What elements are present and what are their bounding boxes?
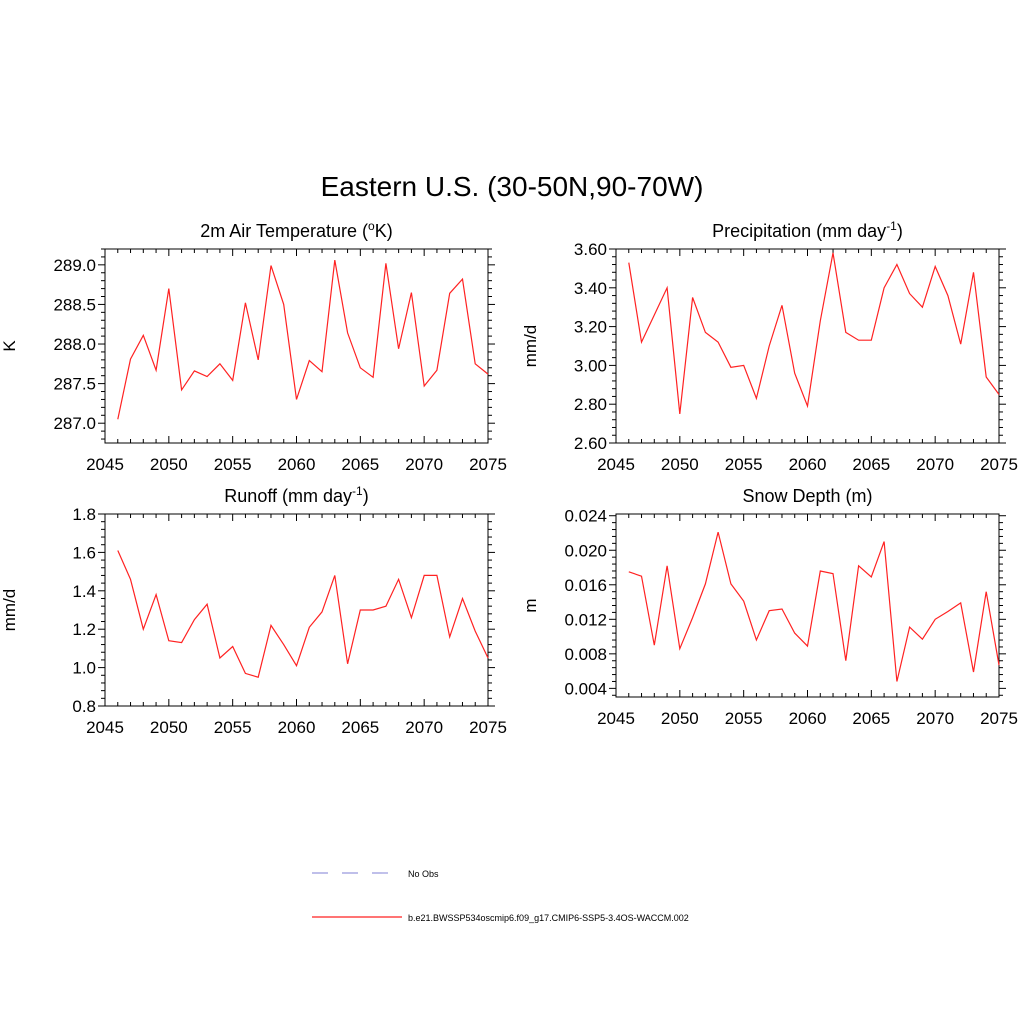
x-tick-label: 2050: [661, 455, 699, 474]
y-tick-label: 0.008: [564, 645, 607, 664]
y-tick-label: 0.024: [564, 507, 607, 526]
y-axis-label: m: [521, 598, 540, 612]
y-tick-label: 3.20: [574, 318, 607, 337]
legend-label-model-run: b.e21.BWSSP534oscmip6.f09_g17.CMIP6-SSP5…: [408, 913, 689, 923]
y-tick-label: 1.4: [72, 582, 96, 601]
panel-title-suffix: ): [897, 221, 903, 241]
x-tick-label: 2075: [469, 718, 507, 737]
x-tick-label: 2065: [852, 709, 890, 728]
y-tick-label: 288.5: [53, 295, 96, 314]
x-tick-label: 2070: [916, 455, 954, 474]
series-line-runoff: [117, 550, 489, 678]
y-tick-label: 0.004: [564, 679, 607, 698]
x-tick-label: 2045: [597, 455, 635, 474]
panel-snow-depth: 2045 2050 2055 2060 2065 2070 2075 0.004 0.008 0.…: [521, 486, 1018, 728]
x-tick-label: 2045: [597, 709, 635, 728]
x-tick-label: 2050: [150, 718, 188, 737]
y-tick-label: 1.8: [72, 505, 96, 524]
panel-title: Snow Depth (m): [742, 486, 872, 506]
panel-title-text: 2m Air Temperature (: [200, 221, 368, 241]
panel-title-text: Snow Depth (m): [742, 486, 872, 506]
series-line-snow-depth: [628, 531, 1000, 682]
y-tick-label: 0.020: [564, 541, 607, 560]
x-tick-label: 2055: [214, 718, 252, 737]
x-tick-label: 2065: [341, 455, 379, 474]
y-tick-label: 289.0: [53, 256, 96, 275]
panel-title-suffix: K): [375, 221, 393, 241]
y-tick-label: 0.012: [564, 610, 607, 629]
y-tick-label: 3.00: [574, 356, 607, 375]
panel-title-text: Precipitation (mm day: [712, 221, 886, 241]
x-tick-label: 2050: [661, 709, 699, 728]
y-tick-label: 0.8: [72, 697, 96, 716]
plot-frame-runoff: [104, 513, 489, 707]
x-tick-label: 2055: [725, 709, 763, 728]
x-tick-label: 2050: [150, 455, 188, 474]
y-tick-label: 287.0: [53, 414, 96, 433]
x-tick-label: 2060: [278, 455, 316, 474]
series-line-air-temperature: [117, 259, 489, 420]
x-tick-label: 2060: [278, 718, 316, 737]
y-axis-label: mm/d: [521, 325, 540, 368]
x-tick-label: 2070: [405, 455, 443, 474]
series-line-precipitation: [628, 252, 1000, 414]
panel-title-superscript: o: [368, 219, 375, 233]
legend-label-no-obs: No Obs: [408, 869, 439, 879]
x-tick-label: 2055: [214, 455, 252, 474]
y-tick-label: 2.60: [574, 434, 607, 453]
plot-frame-air-temperature: [104, 248, 489, 444]
x-tick-label: 2070: [405, 718, 443, 737]
y-tick-label: 1.2: [72, 620, 96, 639]
x-tick-label: 2065: [341, 718, 379, 737]
panel-runoff: 2045 2050 2055 2060 2065 2070 2075 0.8 1.0 1.2 1.4…: [0, 484, 507, 737]
y-axis-label: mm/d: [0, 589, 19, 632]
y-tick-label: 1.6: [72, 543, 96, 562]
x-tick-label: 2075: [980, 455, 1018, 474]
panel-title-superscript: -1: [886, 219, 897, 233]
x-tick-label: 2045: [86, 718, 124, 737]
y-tick-label: 2.80: [574, 395, 607, 414]
y-tick-label: 3.40: [574, 279, 607, 298]
y-tick-label: 1.0: [72, 659, 96, 678]
panel-air-temperature: 2045 2050 2055 2060 2065 2070 2075 287.0 287.5 28…: [0, 219, 507, 474]
x-tick-label: 2075: [469, 455, 507, 474]
panel-title: Precipitation (mm day-1): [712, 219, 903, 241]
panel-title: Runoff (mm day-1): [224, 484, 368, 506]
y-tick-label: 3.60: [574, 240, 607, 259]
panels: 2045 2050 2055 2060 2065 2070 2075 287.0 287.5 28…: [0, 219, 1018, 737]
figure-title: Eastern U.S. (30-50N,90-70W): [321, 171, 704, 202]
x-tick-label: 2065: [852, 455, 890, 474]
x-tick-label: 2075: [980, 709, 1018, 728]
y-tick-label: 0.016: [564, 576, 607, 595]
y-tick-label: 287.5: [53, 375, 96, 394]
x-tick-label: 2045: [86, 455, 124, 474]
y-tick-label: 288.0: [53, 335, 96, 354]
x-tick-label: 2070: [916, 709, 954, 728]
panel-title: 2m Air Temperature (oK): [200, 219, 392, 241]
panel-precipitation: 2045 2050 2055 2060 2065 2070 2075 2.60 2.80 3.00…: [521, 219, 1018, 474]
panel-title-suffix: ): [363, 486, 369, 506]
x-tick-label: 2060: [789, 455, 827, 474]
panel-title-superscript: -1: [352, 484, 363, 498]
x-tick-label: 2060: [789, 709, 827, 728]
x-tick-label: 2055: [725, 455, 763, 474]
y-axis-label: K: [0, 340, 19, 352]
panel-title-text: Runoff (mm day: [224, 486, 352, 506]
legend: No Obs b.e21.BWSSP534oscmip6.f09_g17.CMI…: [312, 869, 689, 923]
